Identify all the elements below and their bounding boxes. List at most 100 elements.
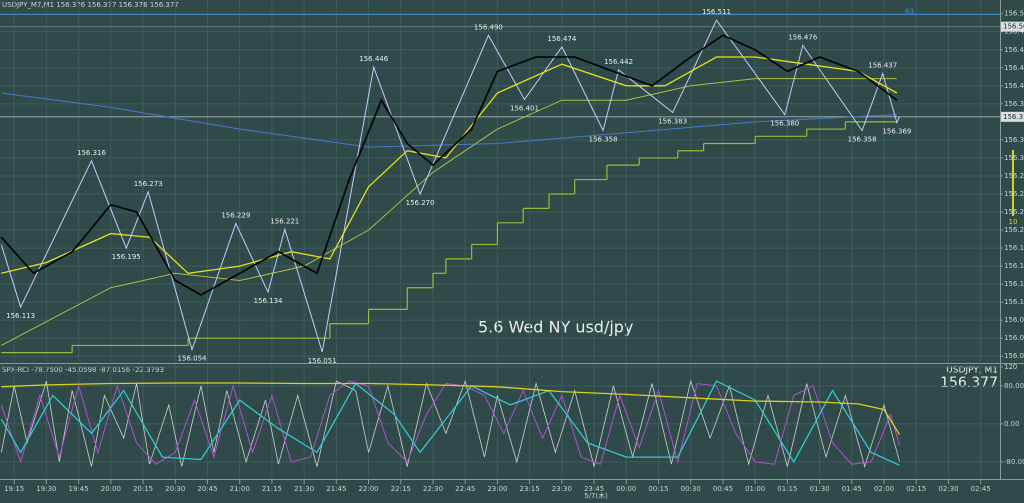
x-tick-label: 20:30 (165, 485, 185, 493)
value-label: 156.476 (788, 33, 817, 41)
series-line (1, 78, 897, 346)
value-label: 156.511 (702, 8, 731, 16)
x-tick-label: 01:45 (842, 485, 862, 493)
x-tick-label: 21:00 (230, 485, 250, 493)
value-label: 156.316 (77, 149, 106, 157)
value-label: 156.474 (547, 35, 576, 43)
x-tick-label: 19:15 (4, 485, 24, 493)
value-label: 156.446 (359, 55, 388, 63)
series-line (0, 19, 900, 353)
x-tick-label: 00:30 (681, 485, 701, 493)
x-tick-label: 00:00 (616, 485, 636, 493)
x-tick-label: 02:30 (938, 485, 958, 493)
value-label: 156.229 (221, 212, 250, 220)
series-line (0, 379, 900, 469)
x-tick-label: 20:45 (197, 485, 217, 493)
value-label: 156.358 (848, 136, 877, 144)
side-label: 10 (1009, 218, 1018, 226)
value-label: 156.490 (474, 23, 503, 31)
price-box-label: 156.502 (1003, 23, 1024, 31)
x-tick-label: 21:15 (262, 485, 282, 493)
value-label: 156.054 (178, 355, 207, 363)
last-price: 156.377 (940, 375, 998, 391)
y-tick-label: 120 (1004, 363, 1017, 371)
series-line (1, 92, 897, 148)
side-bar (1012, 150, 1014, 216)
x-tick-label: 23:45 (584, 485, 604, 493)
series-line (1, 382, 901, 435)
x-tick-label: 00:45 (713, 485, 733, 493)
series-line (0, 34, 898, 296)
x-tick-label: 01:30 (809, 485, 829, 493)
value-label: 156.270 (406, 199, 435, 207)
series-line (1, 56, 898, 274)
value-label: 156.369 (882, 128, 911, 136)
series-line (0, 380, 900, 465)
x-tick-label: 19:30 (36, 485, 56, 493)
value-label: 156.051 (308, 357, 337, 365)
price-box (1001, 111, 1024, 122)
x-tick-label: 02:00 (874, 485, 894, 493)
symbol: USDJPY, M1 (946, 366, 998, 376)
y-tick-label: 156.470 (1004, 46, 1024, 54)
y-tick-label: 156.520 (1004, 10, 1024, 18)
y-tick-label: 156.195 (1004, 244, 1024, 252)
y-tick-label: 156.045 (1004, 352, 1024, 360)
value-label: 156.380 (770, 120, 799, 128)
value-label: 156.358 (589, 136, 618, 144)
y-tick-label: 156.145 (1004, 280, 1024, 288)
x-tick-label: 00:15 (648, 485, 668, 493)
value-label: 156.195 (112, 253, 141, 261)
x-tick-label: 20:15 (133, 485, 153, 493)
x-tick-label: 21:45 (326, 485, 346, 493)
line-label: 83 (905, 7, 914, 15)
chart-title: USDJPY_M7,M1 156.376 156.377 156.376 156… (2, 1, 179, 9)
x-tick-label: 22:45 (455, 485, 475, 493)
value-label: 156.383 (658, 117, 687, 125)
x-tick-label: 20:00 (101, 485, 121, 493)
y-tick-label: 156.420 (1004, 82, 1024, 90)
indicator-title: SPX-RCI -78.7500 -45.0598 -87.0156 -22.3… (2, 366, 164, 374)
price-box (1001, 21, 1024, 32)
value-label: 156.437 (868, 62, 897, 70)
y-tick-label: 156.395 (1004, 100, 1024, 108)
price-box-label: 156.377 (1003, 113, 1024, 121)
y-tick-label: 156.220 (1004, 226, 1024, 234)
x-tick-label: 22:15 (391, 485, 411, 493)
y-tick-label: 156.345 (1004, 136, 1024, 144)
series-line (0, 380, 900, 466)
y-tick-label: 156.245 (1004, 208, 1024, 216)
x-tick-label: 22:30 (423, 485, 443, 493)
y-tick-label: 156.445 (1004, 64, 1024, 72)
x-tick-label: 23:30 (552, 485, 572, 493)
x-tick-label: 22:00 (358, 485, 378, 493)
value-label: 156.113 (6, 312, 35, 320)
y-tick-label: 156.170 (1004, 262, 1024, 270)
x-tick-label: 01:00 (745, 485, 765, 493)
value-label: 156.401 (510, 105, 539, 113)
value-label: 156.221 (270, 217, 299, 225)
y-tick-label: 156.120 (1004, 298, 1024, 306)
y-tick-label: 156.270 (1004, 190, 1024, 198)
x-tick-label: 23:15 (520, 485, 540, 493)
value-label: 156.134 (254, 297, 283, 305)
x-tick-label: 02:45 (971, 485, 991, 493)
x-tick-label: 21:30 (294, 485, 314, 493)
y-tick-label: 0.00 (1004, 420, 1020, 428)
y-tick-label: 156.095 (1004, 316, 1024, 324)
y-tick-label: 156.495 (1004, 28, 1024, 36)
x-tick-label: 02:15 (906, 485, 926, 493)
x-tick-label: 01:15 (777, 485, 797, 493)
x-tick-label: 23:00 (487, 485, 507, 493)
value-label: 156.273 (134, 180, 163, 188)
date-label: 5/7(木) (584, 491, 608, 500)
y-tick-label: 156.070 (1004, 334, 1024, 342)
y-tick-label: 156.295 (1004, 172, 1024, 180)
y-tick-label: 156.320 (1004, 154, 1024, 162)
x-tick-label: 19:45 (69, 485, 89, 493)
value-label: 156.442 (604, 58, 633, 66)
